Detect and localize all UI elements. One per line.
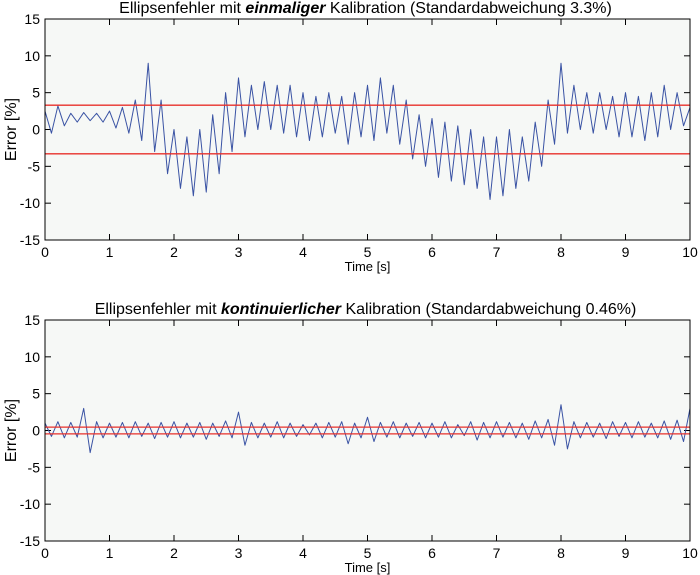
x-tick-label: 9 (622, 545, 630, 561)
x-tick-label: 5 (364, 545, 372, 561)
subplot: Ellipsenfehler mit einmaliger Kalibratio… (3, 0, 698, 274)
plot-area (45, 320, 690, 541)
y-tick-label: -5 (28, 158, 41, 174)
x-tick-label: 8 (557, 244, 565, 260)
x-tick-label: 3 (235, 244, 243, 260)
x-tick-label: 9 (622, 244, 630, 260)
title-part: einmaliger (245, 0, 326, 17)
title-part: Ellipsenfehler mit (95, 301, 217, 318)
y-axis-label: Error [%] (3, 399, 20, 462)
y-tick-label: 10 (24, 349, 40, 365)
y-tick-label: -10 (20, 195, 40, 211)
x-tick-label: 6 (428, 244, 436, 260)
x-tick-label: 10 (682, 244, 698, 260)
y-tick-label: 15 (24, 312, 40, 328)
x-axis-label: Time [s] (345, 259, 391, 274)
signal-line (44, 62, 691, 200)
y-tick-label: 0 (32, 122, 40, 138)
x-tick-label: 4 (299, 545, 307, 561)
y-tick-label: 0 (32, 423, 40, 439)
x-tick-label: 0 (41, 244, 49, 260)
x-tick-label: 7 (493, 545, 501, 561)
x-tick-label: 2 (170, 545, 178, 561)
title-part: Kalibration (Standardabweichung 3.3%) (330, 0, 612, 17)
y-tick-label: -5 (28, 459, 41, 475)
title-part: Kalibration (Standardabweichung 0.46%) (345, 301, 636, 318)
x-tick-label: 6 (428, 545, 436, 561)
x-tick-label: 4 (299, 244, 307, 260)
y-axis-label: Error [%] (3, 98, 20, 161)
y-tick-label: -10 (20, 496, 40, 512)
y-tick-label: -15 (20, 533, 40, 549)
x-tick-label: 7 (493, 244, 501, 260)
subplot: Ellipsenfehler mit kontinuierlicher Kali… (3, 301, 698, 575)
subplot-title: Ellipsenfehler mit einmaliger Kalibratio… (119, 0, 612, 17)
y-tick-label: -15 (20, 232, 40, 248)
x-tick-label: 8 (557, 545, 565, 561)
title-part: kontinuierlicher (221, 301, 342, 318)
x-tick-label: 0 (41, 545, 49, 561)
axes-frame (44, 18, 691, 241)
y-tick-label: 5 (32, 85, 40, 101)
x-axis-label: Time [s] (345, 560, 391, 575)
y-tick-label: 5 (32, 386, 40, 402)
x-tick-label: 5 (364, 244, 372, 260)
title-part: Ellipsenfehler mit (119, 0, 241, 17)
x-tick-label: 10 (682, 545, 698, 561)
x-tick-label: 3 (235, 545, 243, 561)
axes-frame (44, 319, 691, 542)
y-tick-label: 15 (24, 11, 40, 27)
x-tick-label: 1 (106, 244, 114, 260)
subplot-title: Ellipsenfehler mit kontinuierlicher Kali… (95, 301, 637, 318)
plot-area (45, 19, 690, 240)
y-tick-label: 10 (24, 48, 40, 64)
x-tick-label: 2 (170, 244, 178, 260)
x-tick-label: 1 (106, 545, 114, 561)
